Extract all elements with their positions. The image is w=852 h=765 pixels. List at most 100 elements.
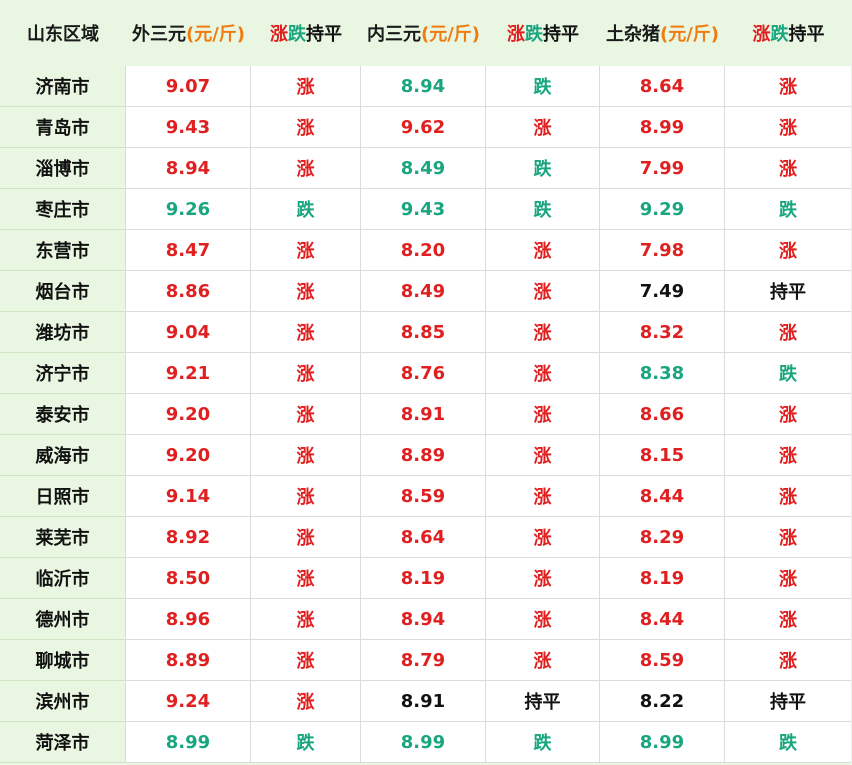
wai-price-cell: 8.47 xyxy=(126,230,251,271)
wai-trend-cell: 涨 xyxy=(251,558,361,599)
header-wai-trend-flat: 持平 xyxy=(306,24,342,45)
nei-trend-cell: 涨 xyxy=(486,394,600,435)
wai-trend-cell: 涨 xyxy=(251,271,361,312)
tu-trend-cell: 涨 xyxy=(725,394,851,435)
nei-trend-cell: 跌 xyxy=(486,148,600,189)
tu-price-cell: 8.64 xyxy=(600,66,725,107)
tu-price-cell: 8.44 xyxy=(600,476,725,517)
nei-price-cell: 8.76 xyxy=(361,353,486,394)
region-cell: 威海市 xyxy=(0,435,126,476)
tu-price-cell: 8.38 xyxy=(600,353,725,394)
region-cell: 济南市 xyxy=(0,66,126,107)
nei-price-cell: 8.91 xyxy=(361,681,486,722)
table-row: 日照市 9.14 涨 8.59 涨 8.44 涨 xyxy=(0,476,852,517)
nei-price-cell: 8.64 xyxy=(361,517,486,558)
tu-trend-cell: 涨 xyxy=(725,230,851,271)
wai-price-cell: 8.99 xyxy=(126,722,251,763)
table-header: 山东区域 外三元 (元/斤) 涨跌持平 内三元 (元/斤) 涨跌持平 土杂猪 (元/斤… xyxy=(0,0,852,66)
wai-trend-cell: 涨 xyxy=(251,517,361,558)
wai-price-cell: 9.14 xyxy=(126,476,251,517)
table-row: 泰安市 9.20 涨 8.91 涨 8.66 涨 xyxy=(0,394,852,435)
nei-trend-cell: 涨 xyxy=(486,435,600,476)
wai-price-cell: 8.89 xyxy=(126,640,251,681)
header-nei-trend-fall: 跌 xyxy=(525,24,543,45)
header-wai-price: 外三元 (元/斤) xyxy=(126,0,251,66)
header-wai-trend-rise: 涨 xyxy=(270,24,288,45)
table-row: 滨州市 9.24 涨 8.91 持平 8.22 持平 xyxy=(0,681,852,722)
header-tu-price: 土杂猪 (元/斤) xyxy=(600,0,725,66)
nei-price-cell: 8.85 xyxy=(361,312,486,353)
wai-price-cell: 9.43 xyxy=(126,107,251,148)
header-nei-label: 内三元 xyxy=(366,24,421,45)
tu-price-cell: 7.49 xyxy=(600,271,725,312)
tu-price-cell: 9.29 xyxy=(600,189,725,230)
nei-trend-cell: 涨 xyxy=(486,640,600,681)
nei-price-cell: 8.49 xyxy=(361,271,486,312)
nei-trend-cell: 涨 xyxy=(486,230,600,271)
wai-trend-cell: 涨 xyxy=(251,312,361,353)
header-tu-trend-rise: 涨 xyxy=(752,24,771,45)
region-cell: 淄博市 xyxy=(0,148,126,189)
table-row: 临沂市 8.50 涨 8.19 涨 8.19 涨 xyxy=(0,558,852,599)
tu-trend-cell: 持平 xyxy=(725,271,851,312)
tu-trend-cell: 涨 xyxy=(725,558,851,599)
wai-price-cell: 9.07 xyxy=(126,66,251,107)
tu-trend-cell: 涨 xyxy=(725,107,851,148)
wai-price-cell: 9.04 xyxy=(126,312,251,353)
region-cell: 青岛市 xyxy=(0,107,126,148)
nei-price-cell: 8.59 xyxy=(361,476,486,517)
tu-price-cell: 8.32 xyxy=(600,312,725,353)
header-nei-price: 内三元 (元/斤) xyxy=(361,0,486,66)
tu-price-cell: 8.99 xyxy=(600,722,725,763)
header-tu-unit: (元/斤) xyxy=(659,24,720,45)
region-cell: 泰安市 xyxy=(0,394,126,435)
header-nei-trend-flat: 持平 xyxy=(543,24,579,45)
nei-trend-cell: 涨 xyxy=(486,107,600,148)
header-tu-label: 土杂猪 xyxy=(605,24,660,45)
wai-trend-cell: 涨 xyxy=(251,681,361,722)
nei-trend-cell: 涨 xyxy=(486,476,600,517)
nei-trend-cell: 涨 xyxy=(486,599,600,640)
nei-price-cell: 8.49 xyxy=(361,148,486,189)
header-wai-trend-fall: 跌 xyxy=(288,24,306,45)
nei-price-cell: 8.19 xyxy=(361,558,486,599)
table-row: 青岛市 9.43 涨 9.62 涨 8.99 涨 xyxy=(0,107,852,148)
tu-trend-cell: 涨 xyxy=(725,148,851,189)
nei-trend-cell: 涨 xyxy=(486,271,600,312)
tu-trend-cell: 涨 xyxy=(725,312,851,353)
region-cell: 济宁市 xyxy=(0,353,126,394)
tu-price-cell: 8.66 xyxy=(600,394,725,435)
region-cell: 德州市 xyxy=(0,599,126,640)
header-nei-unit: (元/斤) xyxy=(420,24,481,45)
nei-price-cell: 8.79 xyxy=(361,640,486,681)
tu-trend-cell: 持平 xyxy=(725,681,851,722)
wai-trend-cell: 跌 xyxy=(251,722,361,763)
tu-price-cell: 8.99 xyxy=(600,107,725,148)
nei-price-cell: 8.91 xyxy=(361,394,486,435)
wai-trend-cell: 跌 xyxy=(251,189,361,230)
wai-trend-cell: 涨 xyxy=(251,599,361,640)
table-row: 济宁市 9.21 涨 8.76 涨 8.38 跌 xyxy=(0,353,852,394)
nei-price-cell: 9.43 xyxy=(361,189,486,230)
tu-price-cell: 7.98 xyxy=(600,230,725,271)
tu-price-cell: 8.44 xyxy=(600,599,725,640)
table-row: 济南市 9.07 涨 8.94 跌 8.64 涨 xyxy=(0,66,852,107)
tu-trend-cell: 涨 xyxy=(725,476,851,517)
region-cell: 临沂市 xyxy=(0,558,126,599)
wai-price-cell: 9.21 xyxy=(126,353,251,394)
table-row: 烟台市 8.86 涨 8.49 涨 7.49 持平 xyxy=(0,271,852,312)
header-tu-trend-fall: 跌 xyxy=(770,24,789,45)
nei-trend-cell: 涨 xyxy=(486,353,600,394)
table-row: 威海市 9.20 涨 8.89 涨 8.15 涨 xyxy=(0,435,852,476)
header-region: 山东区域 xyxy=(0,0,126,66)
wai-trend-cell: 涨 xyxy=(251,476,361,517)
header-nei-trend-rise: 涨 xyxy=(507,24,525,45)
wai-trend-cell: 涨 xyxy=(251,107,361,148)
tu-trend-cell: 跌 xyxy=(725,353,851,394)
nei-trend-cell: 跌 xyxy=(486,189,600,230)
wai-price-cell: 9.24 xyxy=(126,681,251,722)
nei-price-cell: 8.20 xyxy=(361,230,486,271)
region-cell: 枣庄市 xyxy=(0,189,126,230)
nei-price-cell: 8.94 xyxy=(361,599,486,640)
